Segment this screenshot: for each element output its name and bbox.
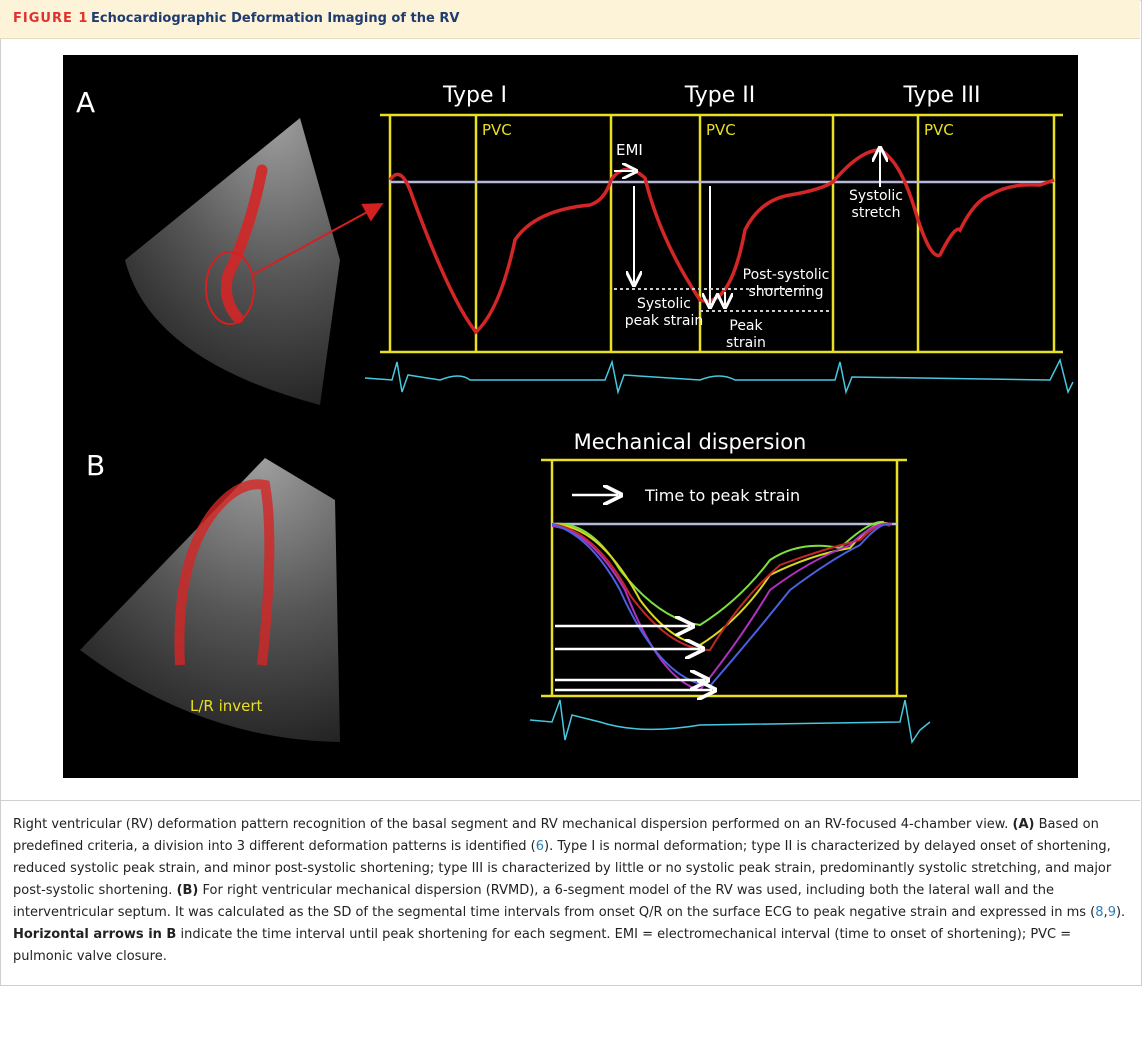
caption-text: ). (1116, 905, 1125, 920)
figure-image: A Type I Type II Type III PVC PVC PVC EM… (63, 55, 1078, 778)
emi-label: EMI (616, 141, 643, 159)
citation-link[interactable]: 9 (1108, 905, 1116, 920)
figure-header: FIGURE 1 Echocardiographic Deformation I… (0, 0, 1140, 39)
figure-title: Echocardiographic Deformation Imaging of… (91, 11, 459, 26)
type-label: Type III (903, 83, 981, 108)
citation-link[interactable]: 8 (1095, 905, 1103, 920)
separator (0, 800, 1140, 801)
pvc-label: PVC (706, 121, 736, 139)
caption-bold: (B) (177, 883, 199, 898)
panel-label: A (76, 86, 95, 119)
panel-label: B (86, 449, 105, 482)
panel-title: Mechanical dispersion (574, 430, 807, 454)
caption: Right ventricular (RV) deformation patte… (13, 814, 1128, 968)
caption-bold: Horizontal arrows in B (13, 927, 176, 942)
pvc-label: PVC (482, 121, 512, 139)
type-label: Type I (442, 83, 507, 108)
caption-bold: (A) (1013, 817, 1035, 832)
caption-text: Right ventricular (RV) deformation patte… (13, 817, 1013, 832)
pvc-label: PVC (924, 121, 954, 139)
type-label: Type II (684, 83, 756, 108)
image-note: L/R invert (190, 697, 263, 715)
legend-label: Time to peak strain (644, 486, 800, 505)
citation-link[interactable]: 6 (536, 839, 544, 854)
figure-label: FIGURE 1 (13, 11, 88, 26)
